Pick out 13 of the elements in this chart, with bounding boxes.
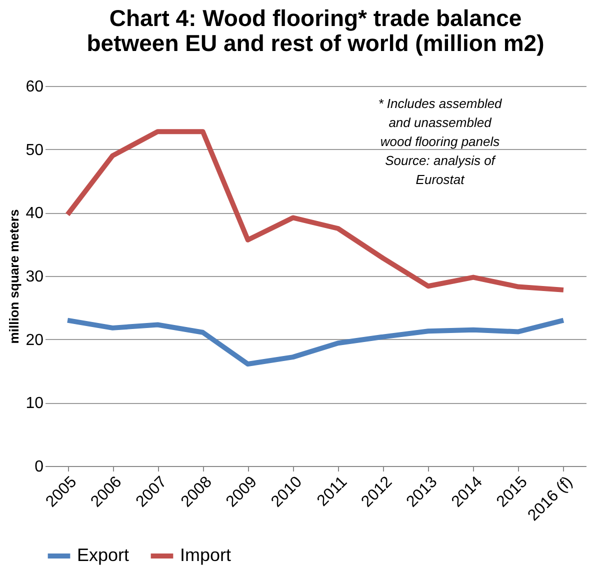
legend-label: Import	[180, 545, 232, 565]
y-tick-label: 0	[34, 458, 44, 476]
y-tick-label: 30	[26, 268, 44, 286]
chart-title: Chart 4: Wood flooring* trade balance between EU and rest of world (million m2)	[86, 5, 544, 56]
y-tick-label: 40	[26, 205, 44, 222]
y-tick-label: 60	[26, 78, 44, 96]
y-axis-title: million square meters	[6, 209, 22, 344]
legend-label: Export	[77, 545, 130, 565]
y-tick-label: 20	[26, 332, 44, 349]
annotation: Source: analysis of Eurostat	[385, 153, 496, 187]
annotation: * Includes assembled and unassembled wood flooring panels	[378, 96, 503, 149]
y-tick-label: 10	[26, 395, 44, 412]
y-tick-label: 50	[26, 142, 44, 159]
